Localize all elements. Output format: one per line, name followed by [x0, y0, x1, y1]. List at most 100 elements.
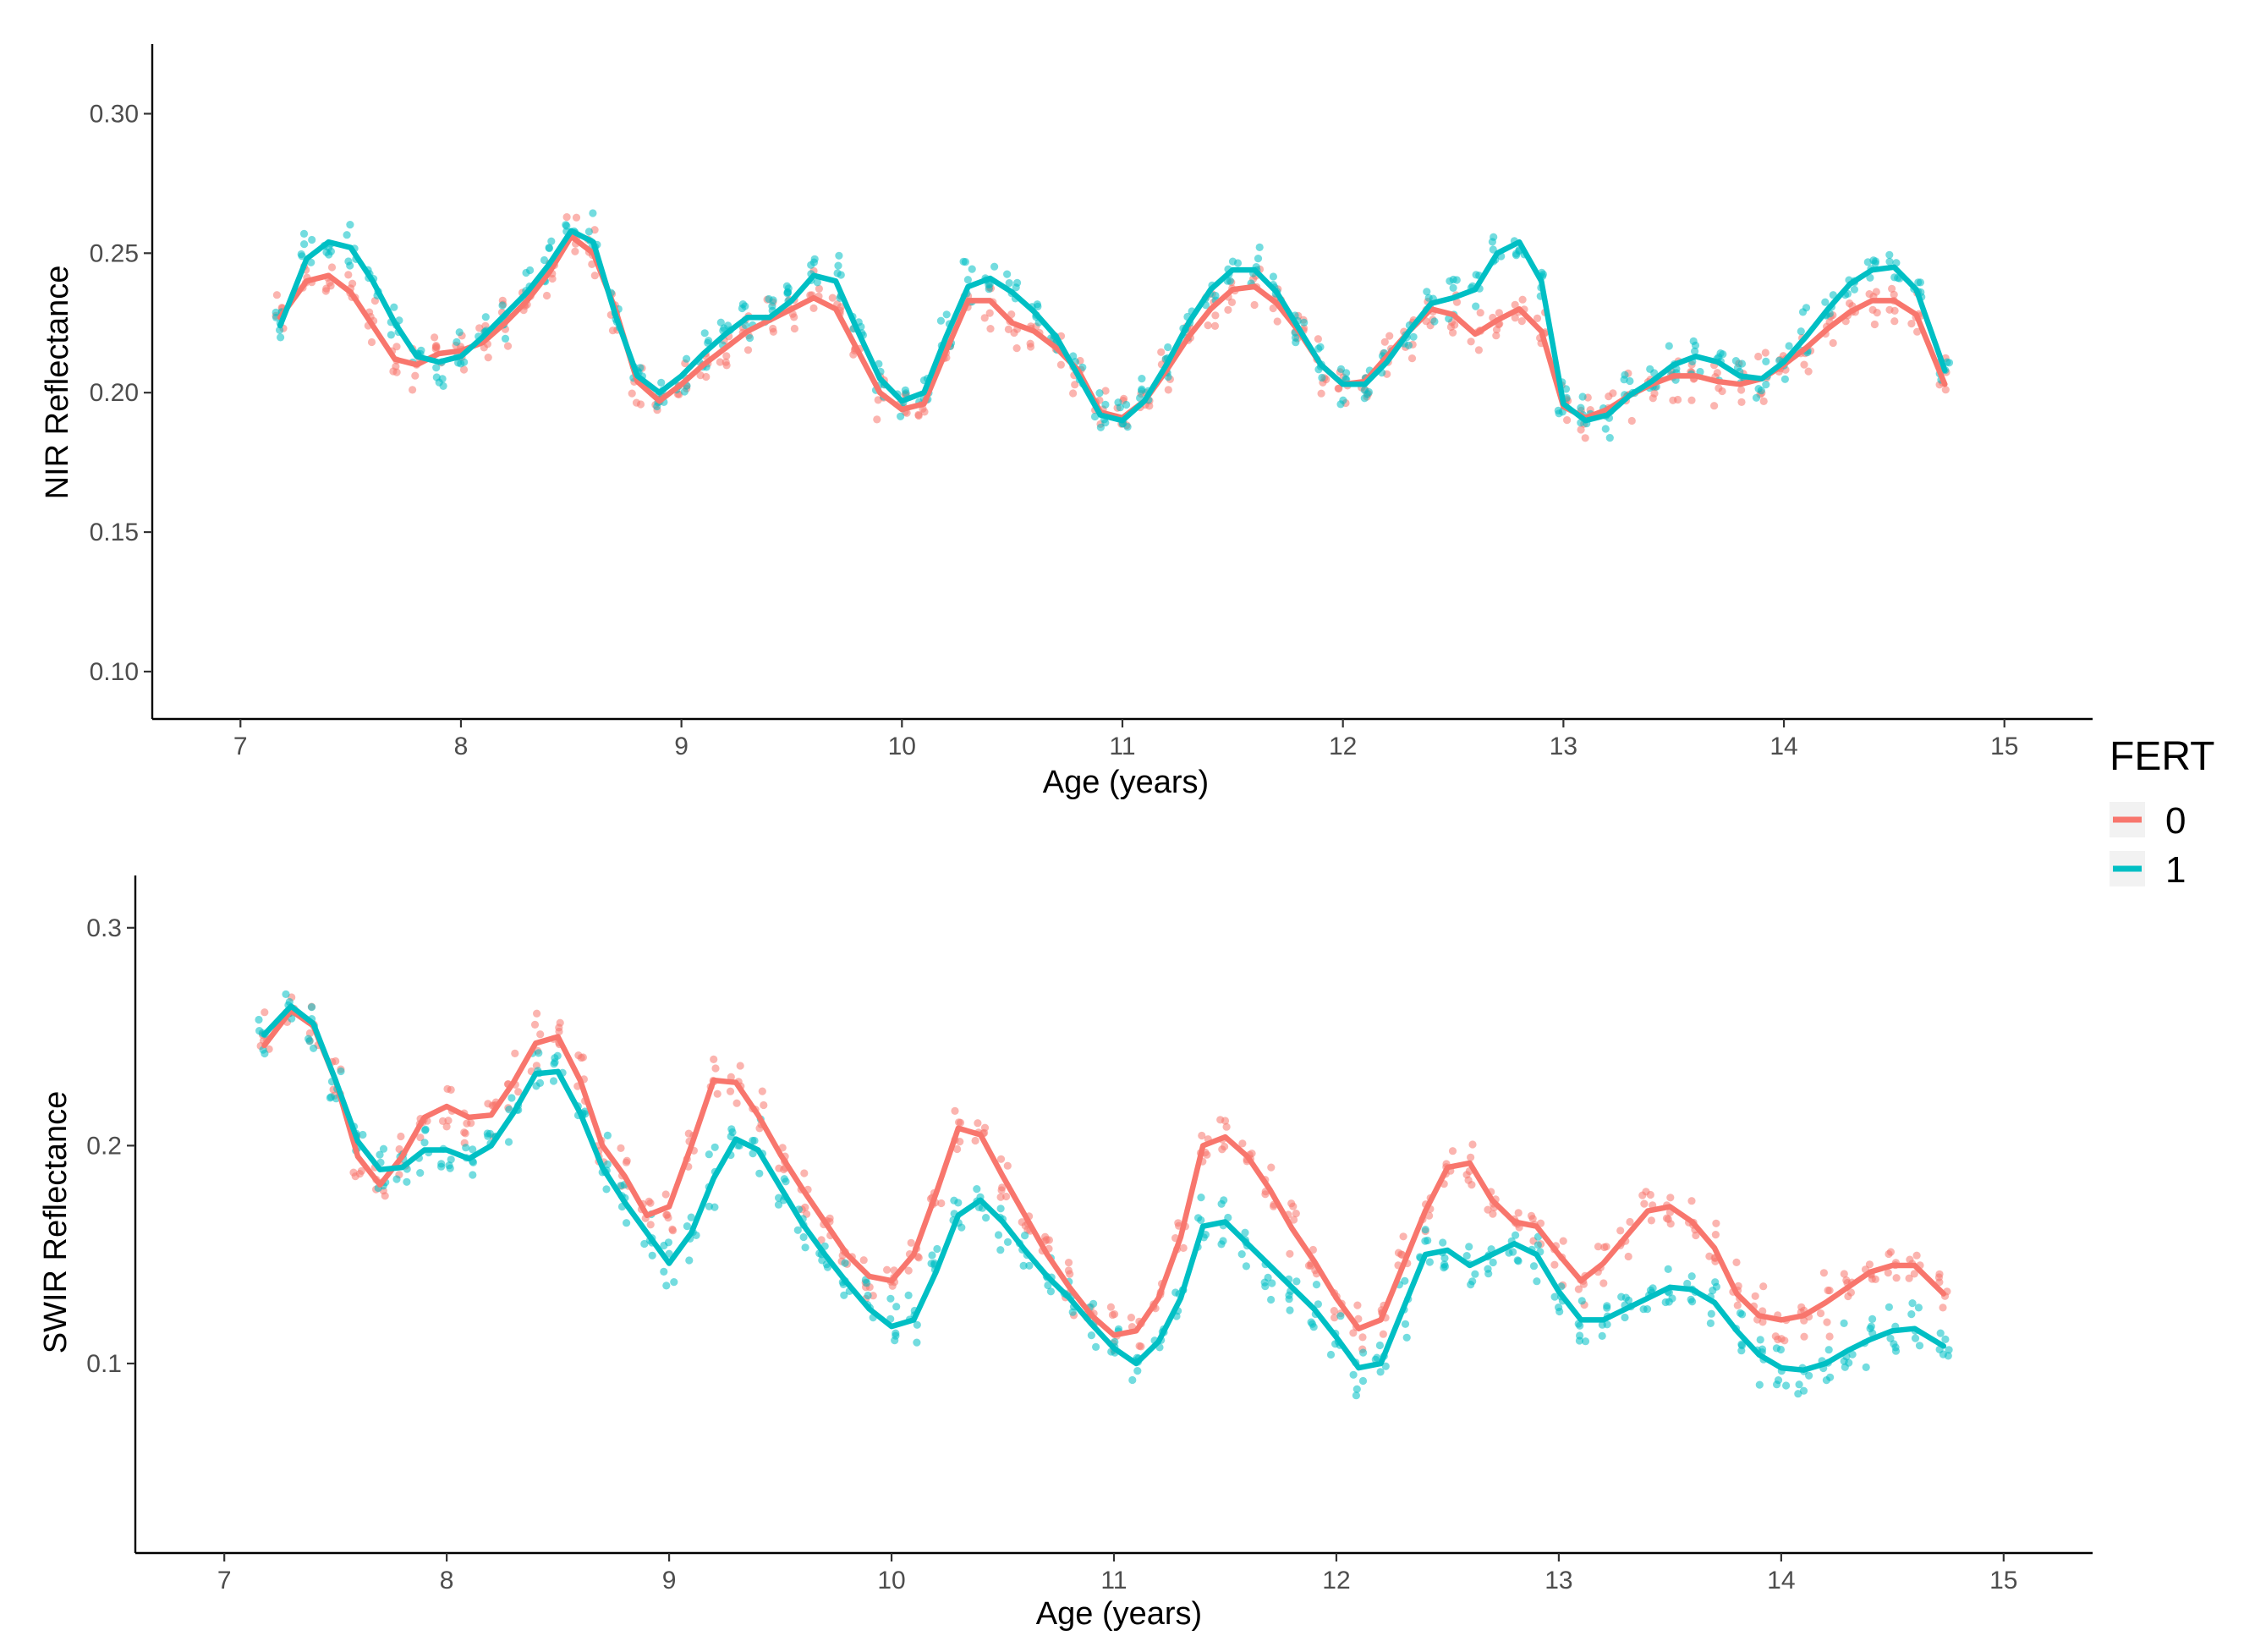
swir-point-fert-1	[996, 1246, 1005, 1254]
nir-point-fert-0	[790, 324, 799, 333]
nir-point-fert-1	[835, 251, 843, 260]
nir-point-fert-1	[1780, 375, 1789, 383]
swir-point-fert-0	[261, 1008, 269, 1017]
swir-point-fert-1	[1683, 1279, 1692, 1288]
swir-point-fert-1	[1092, 1342, 1100, 1351]
swir-point-fert-1	[447, 1155, 455, 1164]
swir-point-fert-1	[446, 1164, 454, 1172]
nir-point-fert-0	[828, 294, 837, 302]
swir-point-fert-0	[1238, 1139, 1247, 1148]
swir-point-fert-0	[1064, 1266, 1073, 1275]
swir-point-fert-0	[1221, 1117, 1230, 1125]
nir-point-fert-1	[1342, 369, 1351, 377]
nir-point-fert-1	[1512, 250, 1520, 258]
swir-point-fert-1	[1087, 1331, 1095, 1340]
nir-point-fert-1	[1762, 381, 1770, 389]
nir-point-fert-1	[1003, 270, 1012, 278]
swir-point-fert-0	[533, 1009, 541, 1018]
swir-point-fert-1	[1581, 1337, 1590, 1346]
nir-point-fert-1	[807, 261, 815, 269]
nir-point-fert-0	[1533, 314, 1542, 322]
nir-point-fert-1	[1423, 288, 1431, 296]
nir-point-fert-1	[1577, 403, 1585, 412]
swir-point-fert-1	[1514, 1257, 1523, 1265]
swir-point-fert-1	[307, 1003, 316, 1012]
nir-point-fert-1	[1090, 412, 1100, 421]
swir-point-fert-1	[462, 1144, 470, 1152]
swir-point-fert-0	[1353, 1301, 1362, 1309]
swir-point-fert-1	[1462, 1252, 1471, 1260]
nir-point-fert-1	[1691, 347, 1699, 355]
swir-point-fert-1	[1505, 1249, 1513, 1257]
swir-point-fert-1	[799, 1232, 808, 1242]
swir-point-fert-0	[514, 1088, 523, 1096]
nir-point-fert-0	[1518, 295, 1527, 304]
swir-point-fert-1	[1866, 1325, 1874, 1333]
swir-point-fert-1	[437, 1162, 446, 1171]
swir-point-fert-1	[648, 1251, 656, 1260]
swir-point-fert-0	[1935, 1270, 1944, 1278]
swir-point-fert-1	[1046, 1287, 1055, 1296]
swir-point-fert-0	[1127, 1314, 1135, 1322]
nir-axes: 7 8 9 10 11 12 13 14 15 0.10 0.15 0.20 0.25 0.30	[90, 44, 2093, 760]
nir-y-tick-label: 0.15	[90, 519, 139, 546]
swir-point-fert-1	[1603, 1303, 1611, 1312]
swir-point-fert-0	[1003, 1161, 1012, 1170]
swir-point-fert-0	[1574, 1285, 1583, 1293]
swir-point-fert-1	[687, 1213, 695, 1221]
nir-point-fert-1	[782, 282, 792, 290]
swir-panel: 7 8 9 10 11 12 13 14 15 0.1 0.2 0.3 Age (years) SWI…	[38, 875, 2093, 1632]
swir-point-fert-1	[416, 1169, 425, 1177]
swir-point-fert-0	[1349, 1329, 1358, 1337]
swir-point-fert-1	[1738, 1310, 1747, 1319]
swir-point-fert-1	[1908, 1299, 1917, 1308]
swir-point-fert-1	[950, 1196, 958, 1205]
swir-point-fert-0	[727, 1073, 735, 1081]
nir-point-fert-0	[409, 386, 417, 394]
nir-point-fert-1	[1291, 333, 1300, 342]
swir-point-fert-0	[1179, 1243, 1188, 1252]
swir-point-fert-0	[1468, 1140, 1477, 1149]
nir-point-fert-0	[1829, 338, 1837, 348]
swir-point-fert-1	[326, 1094, 334, 1102]
nir-point-fert-1	[1601, 425, 1610, 433]
swir-point-fert-1	[1264, 1273, 1272, 1282]
swir-point-fert-1	[550, 1060, 558, 1068]
swir-point-fert-0	[907, 1238, 915, 1247]
swir-point-fert-1	[504, 1138, 513, 1146]
nir-x-tick-label: 11	[1109, 733, 1135, 760]
swir-point-fert-0	[1732, 1258, 1741, 1266]
nir-point-fert-0	[873, 415, 881, 424]
swir-point-fert-1	[1529, 1262, 1539, 1271]
swir-point-fert-0	[1041, 1232, 1050, 1241]
nir-x-tick-label: 9	[674, 733, 689, 760]
nir-point-fert-1	[277, 333, 285, 342]
swir-x-tick-label: 13	[1545, 1567, 1572, 1594]
nir-point-fert-0	[1804, 367, 1813, 376]
swir-point-fert-1	[1349, 1370, 1358, 1379]
swir-point-fert-1	[1915, 1342, 1924, 1350]
nir-point-fert-1	[298, 252, 306, 261]
nir-point-fert-1	[1871, 257, 1879, 266]
swir-x-tick-label: 15	[1989, 1567, 2017, 1594]
nir-point-fert-1	[1430, 317, 1439, 326]
nir-point-fert-0	[1157, 348, 1166, 356]
nir-point-fert-1	[455, 328, 464, 337]
nir-point-fert-0	[985, 309, 994, 317]
nir-panel: 7 8 9 10 11 12 13 14 15 0.10 0.15 0.20 0.25 0.30 Age …	[40, 44, 2093, 800]
nir-point-fert-0	[769, 324, 777, 333]
swir-point-fert-0	[713, 1089, 721, 1098]
nir-point-fert-1	[1446, 277, 1454, 285]
nir-point-fert-0	[1737, 386, 1746, 394]
nir-point-fert-1	[705, 337, 713, 345]
nir-point-fert-1	[387, 331, 395, 339]
swir-point-fert-1	[727, 1125, 736, 1133]
swir-point-fert-1	[1401, 1320, 1410, 1328]
nir-point-fert-1	[1318, 373, 1326, 382]
swir-point-fert-0	[1559, 1237, 1567, 1245]
nir-point-fert-0	[1737, 398, 1746, 406]
nir-point-fert-0	[322, 284, 331, 293]
nir-y-tick-label: 0.20	[90, 379, 139, 407]
swir-point-fert-0	[904, 1266, 913, 1275]
swir-point-fert-0	[1106, 1303, 1115, 1311]
